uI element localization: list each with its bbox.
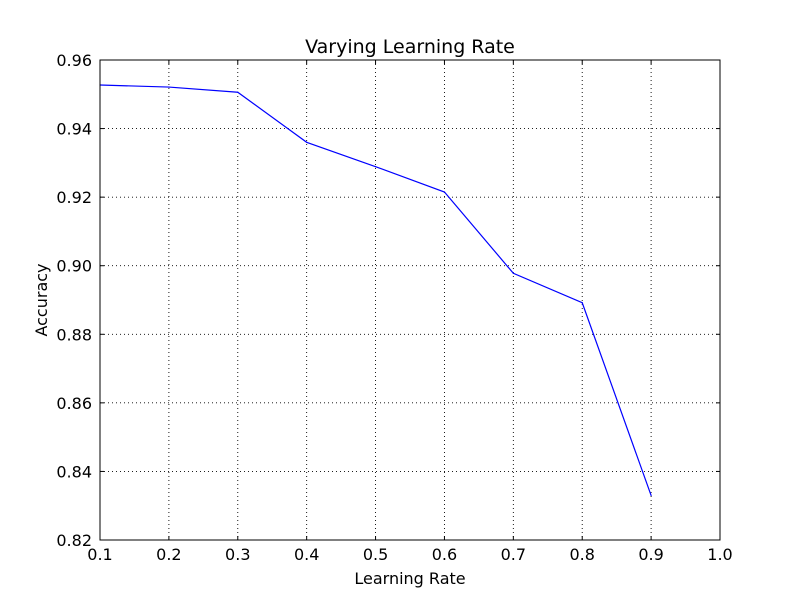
y-tick-label: 0.84 <box>56 462 92 481</box>
chart-title: Varying Learning Rate <box>305 36 515 58</box>
data-point <box>443 191 446 193</box>
y-tick-label: 0.96 <box>56 51 92 70</box>
x-axis-label: Learning Rate <box>354 569 465 588</box>
x-tick-label: 0.1 <box>87 545 112 564</box>
data-point <box>237 91 239 93</box>
x-tick-label: 0.5 <box>363 545 388 564</box>
data-point <box>168 86 170 88</box>
x-tick-label: 0.7 <box>501 545 526 564</box>
data-point <box>374 166 377 168</box>
y-tick-label: 0.94 <box>56 120 92 139</box>
data-point <box>306 141 308 143</box>
y-tick-label: 0.82 <box>56 531 92 550</box>
y-tick-label: 0.90 <box>56 257 92 276</box>
grid <box>100 60 720 540</box>
x-tick-label: 0.3 <box>225 545 250 564</box>
x-tick-label: 0.2 <box>156 545 181 564</box>
y-tick-label: 0.92 <box>56 188 92 207</box>
data-point <box>512 272 514 274</box>
ticks <box>99 59 721 541</box>
data-point <box>581 302 583 304</box>
x-tick-label: 0.4 <box>294 545 319 564</box>
x-tick-label: 0.6 <box>432 545 457 564</box>
y-tick-labels: 0.82 0.84 0.86 0.88 0.90 0.92 0.94 0.96 <box>56 51 92 550</box>
x-tick-label: 1.0 <box>707 545 732 564</box>
y-tick-label: 0.86 <box>56 394 92 413</box>
plot-area-frame <box>99 59 721 541</box>
data-point <box>650 494 652 497</box>
x-tick-label: 0.9 <box>638 545 663 564</box>
y-axis-label: Accuracy <box>32 263 51 336</box>
y-tick-label: 0.88 <box>56 325 92 344</box>
x-tick-label: 0.8 <box>569 545 594 564</box>
x-tick-labels: 0.1 0.2 0.3 0.4 0.5 0.6 0.7 0.8 0.9 1.0 <box>87 545 732 564</box>
